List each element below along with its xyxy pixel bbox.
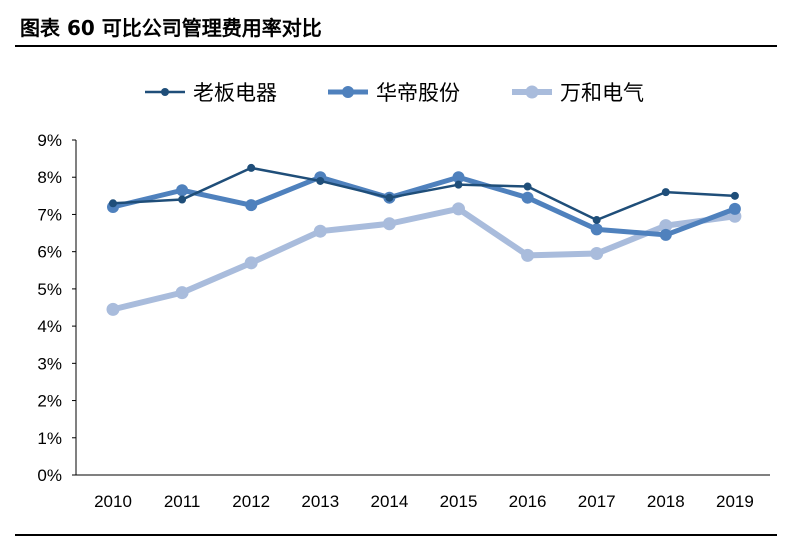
data-point — [245, 199, 258, 212]
data-point — [178, 195, 187, 204]
x-tick-label: 2017 — [578, 492, 616, 511]
data-point — [452, 202, 465, 216]
legend-swatch-marker — [525, 85, 539, 99]
y-tick-label: 3% — [37, 354, 62, 373]
data-point — [175, 286, 189, 300]
series-2 — [107, 171, 741, 241]
x-tick-label: 2016 — [509, 492, 547, 511]
data-point — [244, 256, 258, 270]
data-point — [176, 184, 189, 197]
data-point — [659, 219, 673, 233]
x-tick-label: 2019 — [716, 492, 754, 511]
y-tick-label: 0% — [37, 466, 62, 485]
legend-swatch-marker — [161, 88, 169, 96]
legend-swatch-marker — [342, 86, 354, 98]
y-tick-label: 2% — [37, 392, 62, 411]
figure-title: 图表 60 可比公司管理费用率对比 — [20, 16, 322, 40]
series-3 — [106, 202, 742, 316]
data-point — [659, 228, 672, 241]
data-point — [661, 188, 670, 197]
data-point — [247, 163, 256, 172]
series-line — [112, 205, 736, 313]
y-tick-label: 7% — [37, 205, 62, 224]
data-point — [590, 247, 604, 261]
x-tick-label: 2014 — [370, 492, 408, 511]
y-tick-label: 9% — [37, 131, 62, 150]
data-point — [452, 171, 465, 184]
data-point — [316, 176, 325, 185]
data-point — [521, 191, 534, 204]
x-tick-label: 2012 — [232, 492, 270, 511]
data-point — [592, 216, 601, 225]
x-tick-label: 2015 — [440, 492, 478, 511]
x-tick-label: 2010 — [94, 492, 132, 511]
y-tick-label: 8% — [37, 168, 62, 187]
series-line — [112, 166, 735, 222]
y-tick-label: 4% — [37, 317, 62, 336]
data-point — [109, 199, 117, 208]
data-point — [728, 202, 741, 215]
y-tick-label: 6% — [37, 243, 62, 262]
x-tick-label: 2013 — [301, 492, 339, 511]
title-divider — [15, 45, 777, 47]
legend-label: 万和电气 — [560, 81, 644, 105]
data-point — [454, 180, 463, 189]
legend-label: 华帝股份 — [376, 81, 460, 105]
data-point — [313, 224, 327, 238]
x-tick-label: 2018 — [647, 492, 685, 511]
data-point — [385, 193, 394, 202]
series-1 — [109, 163, 739, 225]
series-line — [112, 174, 736, 238]
data-point — [382, 217, 396, 231]
data-point — [521, 248, 535, 262]
bottom-divider — [15, 534, 777, 536]
data-point — [590, 223, 603, 236]
data-point — [523, 182, 532, 191]
legend-label: 老板电器 — [193, 81, 277, 105]
data-point — [106, 302, 120, 316]
y-tick-label: 5% — [37, 280, 62, 299]
data-point — [730, 191, 739, 200]
y-tick-label: 1% — [37, 429, 62, 448]
x-tick-label: 2011 — [164, 492, 201, 511]
